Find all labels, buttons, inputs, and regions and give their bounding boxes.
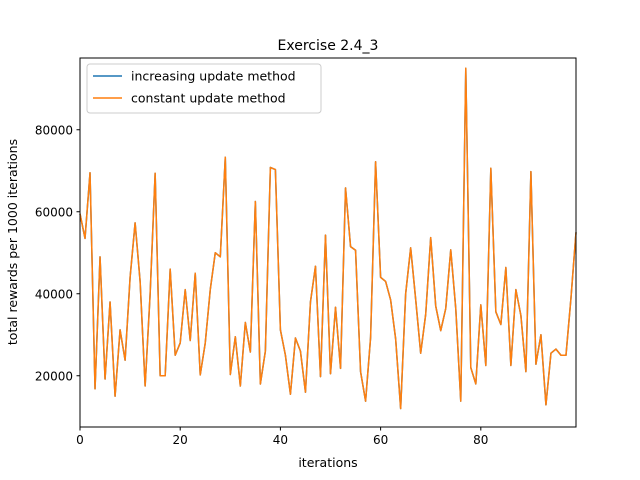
legend-label-constant: constant update method: [131, 91, 286, 106]
legend-label-increasing: increasing update method: [131, 69, 296, 84]
y-tick-label: 40000: [35, 287, 73, 301]
y-tick-label: 20000: [35, 369, 73, 383]
y-tick-label: 60000: [35, 205, 73, 219]
y-axis: 20000 40000 60000 80000: [35, 123, 80, 383]
x-tick-label: 0: [76, 433, 84, 447]
y-axis-label: total rewards per 1000 iterations: [5, 139, 20, 345]
x-axis-label: iterations: [298, 455, 357, 470]
legend-box: [86, 63, 322, 114]
plot-frame: [79, 57, 577, 428]
x-tick-label: 20: [173, 433, 188, 447]
x-tick-label: 40: [273, 433, 288, 447]
y-tick-label: 80000: [35, 123, 73, 137]
x-tick-label: 80: [473, 433, 488, 447]
series-lines: [79, 67, 577, 410]
chart-title: Exercise 2.4_3: [278, 38, 379, 54]
legend: increasing update method constant update…: [86, 63, 322, 114]
x-axis: 0 20 40 60 80: [76, 427, 488, 447]
x-tick-label: 60: [373, 433, 388, 447]
series-line-constant: [79, 67, 577, 410]
